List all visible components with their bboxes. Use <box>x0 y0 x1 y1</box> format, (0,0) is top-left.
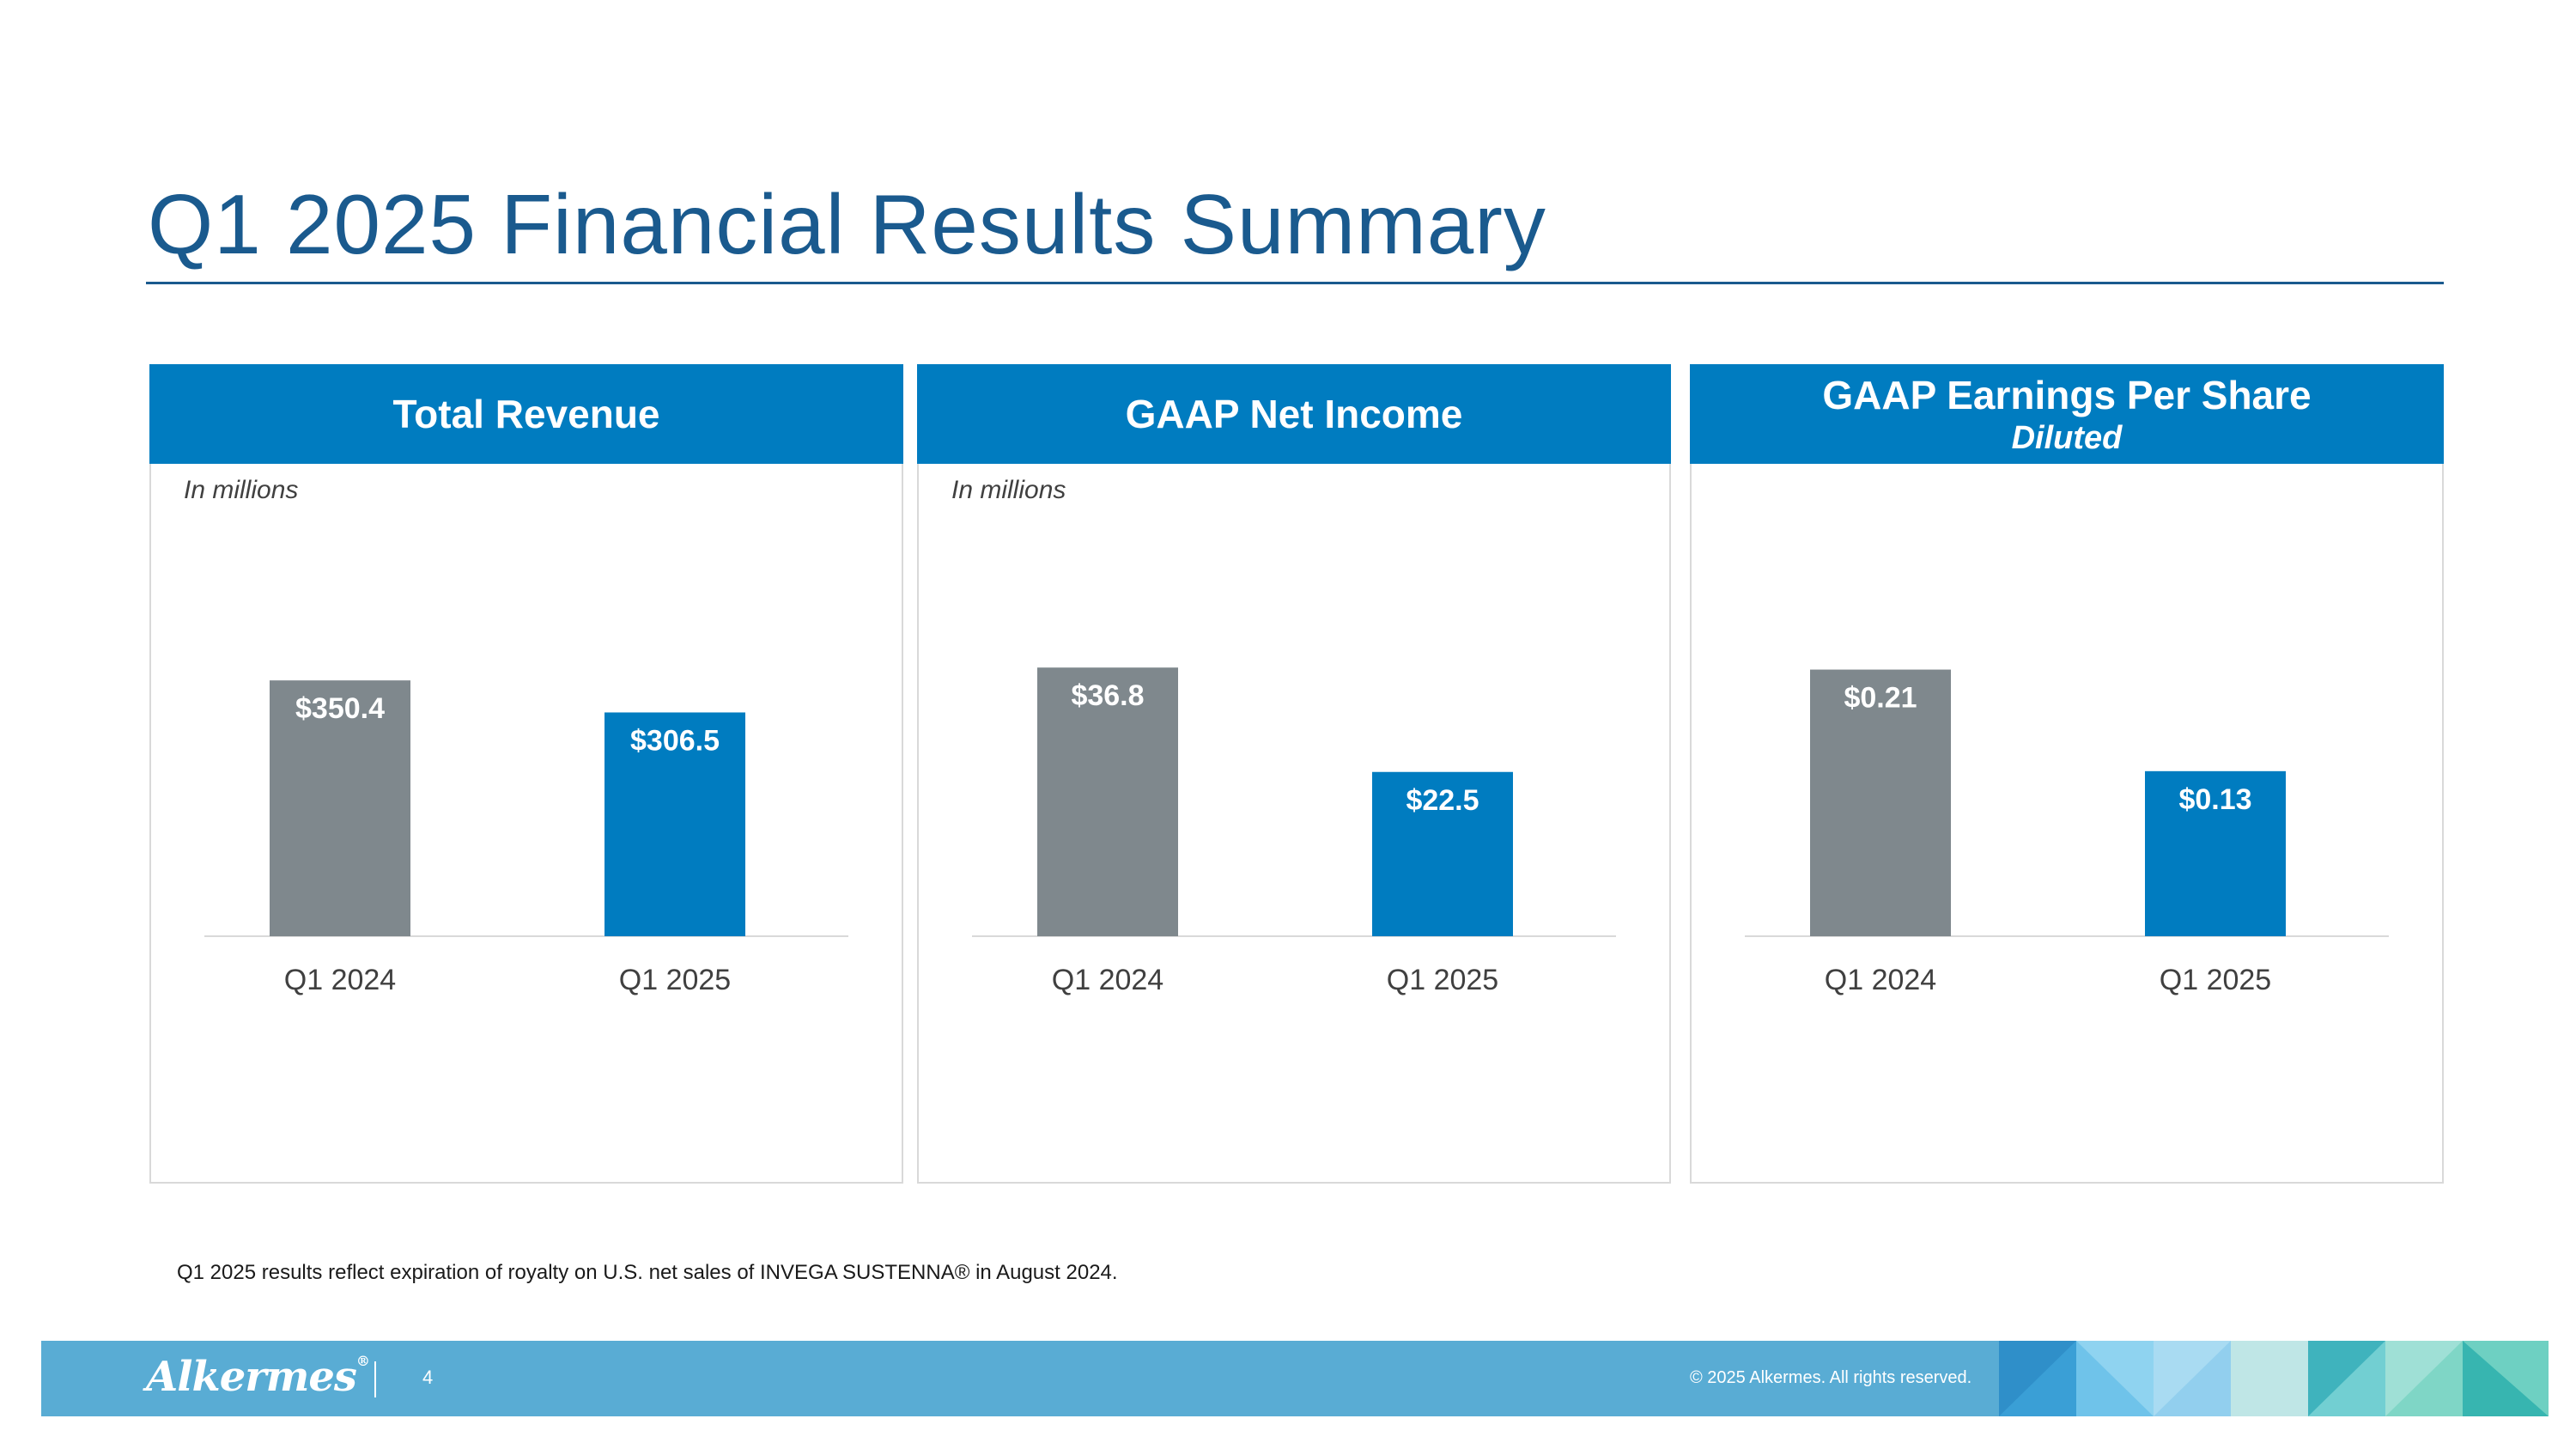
unit-note: In millions <box>951 476 1066 504</box>
x-tick-label: Q1 2024 <box>284 964 396 996</box>
tile <box>2076 1341 2154 1416</box>
page-number: 4 <box>422 1367 434 1388</box>
panel-header: Total Revenue <box>149 364 903 464</box>
bar-q1-2025 <box>1372 771 1513 936</box>
data-label: $22.5 <box>1406 784 1479 817</box>
panel-title: GAAP Net Income <box>1125 392 1463 436</box>
panel-subtitle: Diluted <box>2011 419 2123 456</box>
tile <box>2385 1341 2463 1416</box>
logo-registered-mark: ® <box>355 1353 370 1369</box>
x-tick-label: Q1 2025 <box>2160 964 2271 996</box>
page-title: Q1 2025 Financial Results Summary <box>148 177 1546 271</box>
footer-divider <box>374 1361 376 1397</box>
panel-eps: GAAP Earnings Per Share Diluted $0.21 Q1 … <box>1690 364 2444 1184</box>
footer-bar: Alkermes® 4 © 2025 Alkermes. All rights … <box>41 1341 2549 1416</box>
footnote: Q1 2025 results reflect expiration of ro… <box>177 1261 1118 1284</box>
panel-header: GAAP Earnings Per Share Diluted <box>1690 364 2444 464</box>
bar-q1-2024 <box>1810 669 1951 936</box>
tile <box>2231 1341 2308 1416</box>
x-tick-label: Q1 2024 <box>1825 964 1936 996</box>
bar-q1-2025 <box>2145 770 2286 936</box>
panel-header: GAAP Net Income <box>917 364 1671 464</box>
panel-total-revenue: Total Revenue In millions $350.4 Q1 2024 $… <box>149 364 903 1184</box>
data-label: $0.13 <box>2178 783 2251 816</box>
copyright-notice: © 2025 Alkermes. All rights reserved. <box>1690 1368 1972 1387</box>
tile <box>2463 1341 2549 1416</box>
x-tick-label: Q1 2025 <box>619 964 731 996</box>
revenue-chart-svg: $350.4 Q1 2024 $306.5 Q1 2025 <box>204 680 848 996</box>
bar-q1-2025 <box>605 712 745 936</box>
x-tick-label: Q1 2024 <box>1052 964 1163 996</box>
data-label: $306.5 <box>630 724 720 757</box>
panel-title: Total Revenue <box>392 392 660 436</box>
title-divider <box>146 282 2444 284</box>
panel-net-income: GAAP Net Income In millions $36.8 Q1 2024… <box>917 364 1671 1184</box>
tile <box>1999 1341 2076 1416</box>
decorative-tiles <box>1999 1341 2549 1416</box>
net-income-chart-svg: $36.8 Q1 2024 $22.5 Q1 2025 <box>972 667 1616 996</box>
tile <box>2154 1341 2231 1416</box>
bar-q1-2024 <box>270 680 410 936</box>
data-label: $36.8 <box>1071 679 1144 712</box>
data-label: $350.4 <box>295 692 385 725</box>
logo-text: Alkermes <box>146 1353 357 1401</box>
net-income-bar-chart: $36.8 Q1 2024 $22.5 Q1 2025 <box>919 464 1669 1182</box>
tile <box>2308 1341 2385 1416</box>
unit-note: In millions <box>184 476 299 504</box>
data-label: $0.21 <box>1844 682 1917 715</box>
panel-title: GAAP Earnings Per Share <box>1822 372 2312 417</box>
eps-bar-chart: $0.21 Q1 2024 $0.13 Q1 2025 <box>1692 464 2442 1182</box>
bar-q1-2024 <box>1037 667 1178 936</box>
alkermes-logo: Alkermes® <box>146 1353 370 1401</box>
revenue-bar-chart: $350.4 Q1 2024 $306.5 Q1 2025 <box>151 464 902 1182</box>
x-tick-label: Q1 2025 <box>1387 964 1498 996</box>
eps-chart-svg: $0.21 Q1 2024 $0.13 Q1 2025 <box>1745 669 2389 996</box>
